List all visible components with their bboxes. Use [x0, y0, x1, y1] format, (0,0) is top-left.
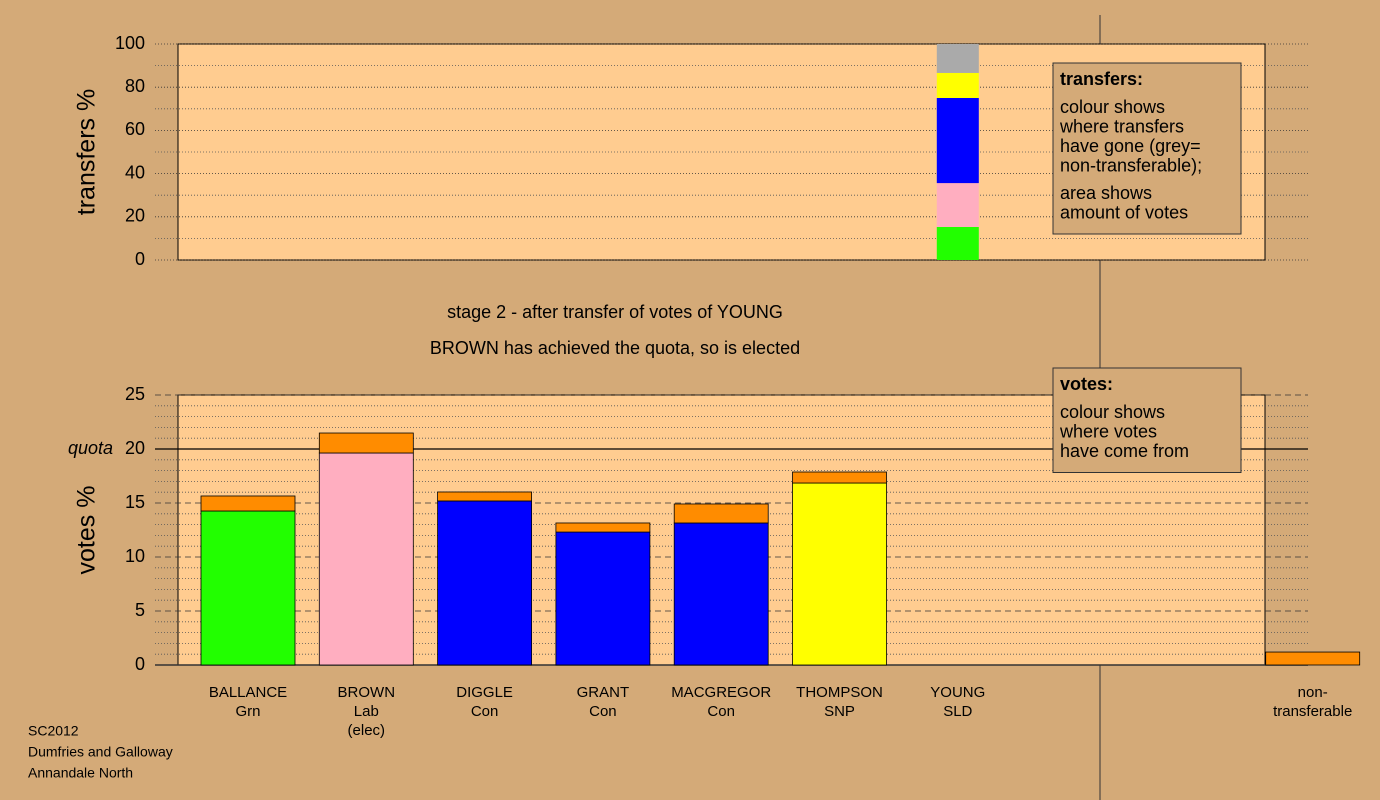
subtitle: stage 2 - after transfer of votes of YOU… — [447, 302, 783, 322]
bar-segment — [437, 500, 533, 666]
bar-segment — [318, 452, 414, 666]
footer: SC2012 — [28, 723, 79, 739]
y-tick-label: 0 — [135, 249, 145, 269]
legend-text: area shows — [1060, 183, 1152, 203]
legend-title: votes: — [1060, 374, 1113, 394]
legend-text: have gone (grey= — [1060, 136, 1201, 156]
subtitle: BROWN has achieved the quota, so is elec… — [430, 338, 800, 358]
bar-segment — [673, 522, 769, 666]
legend-text: have come from — [1060, 441, 1189, 461]
x-tick-label: Con — [589, 703, 617, 720]
x-tick-label: BROWN — [338, 684, 396, 701]
x-tick-label: DIGGLE — [456, 684, 513, 701]
x-tick-label: Con — [471, 703, 499, 720]
bar-segment — [437, 491, 533, 502]
legend-text: where votes — [1059, 421, 1157, 441]
x-tick-label: MACGREGOR — [671, 684, 771, 701]
bar-segment — [200, 510, 296, 666]
bar-segment — [792, 482, 887, 666]
x-tick-label: non- — [1298, 684, 1328, 701]
y-tick-label: 0 — [135, 654, 145, 674]
y-tick-label: 25 — [125, 384, 145, 404]
legend-box — [1052, 62, 1242, 235]
legend-box — [1052, 367, 1242, 473]
legend-text: where transfers — [1059, 116, 1184, 136]
bar-segment — [318, 432, 414, 454]
legend-text: non-transferable); — [1060, 155, 1202, 175]
y-tick-label: 100 — [115, 33, 145, 53]
quota-label: quota — [68, 438, 113, 458]
footer: Annandale North — [28, 765, 133, 781]
bar-segment — [936, 183, 979, 227]
x-tick-label: Lab — [354, 703, 379, 720]
x-tick-label: SLD — [943, 703, 972, 720]
bar-segment — [792, 471, 887, 484]
legend-text: colour shows — [1060, 97, 1165, 117]
x-tick-label: BALLANCE — [209, 684, 287, 701]
bar-segment — [936, 98, 979, 184]
x-tick-label: SNP — [824, 703, 855, 720]
y-axis-label: votes % — [73, 486, 101, 575]
x-tick-label: YOUNG — [930, 684, 985, 701]
y-tick-label: 80 — [125, 76, 145, 96]
footer: Dumfries and Galloway — [28, 744, 173, 760]
y-tick-label: 40 — [125, 162, 145, 182]
bar-segment — [555, 522, 651, 533]
y-tick-label: 10 — [125, 546, 145, 566]
bar-segment — [936, 72, 979, 98]
bar-segment — [936, 226, 979, 260]
y-tick-label: 20 — [125, 206, 145, 226]
x-tick-label: Con — [707, 703, 735, 720]
x-tick-label: GRANT — [577, 684, 630, 701]
x-tick-label: (elec) — [348, 722, 386, 739]
y-tick-label: 20 — [125, 438, 145, 458]
y-axis-label: transfers % — [73, 89, 101, 215]
y-tick-label: 60 — [125, 119, 145, 139]
y-tick-label: 5 — [135, 600, 145, 620]
x-tick-label: THOMPSON — [796, 684, 883, 701]
bar-segment — [200, 495, 296, 512]
x-tick-label: transferable — [1273, 703, 1352, 720]
bar-segment — [1265, 651, 1361, 666]
legend-text: amount of votes — [1060, 202, 1188, 222]
x-tick-label: Grn — [235, 703, 260, 720]
bar-segment — [936, 44, 979, 73]
y-tick-label: 15 — [125, 492, 145, 512]
legend-text: colour shows — [1060, 402, 1165, 422]
bar-segment — [673, 503, 769, 524]
bar-segment — [555, 531, 651, 666]
legend-title: transfers: — [1060, 69, 1143, 89]
